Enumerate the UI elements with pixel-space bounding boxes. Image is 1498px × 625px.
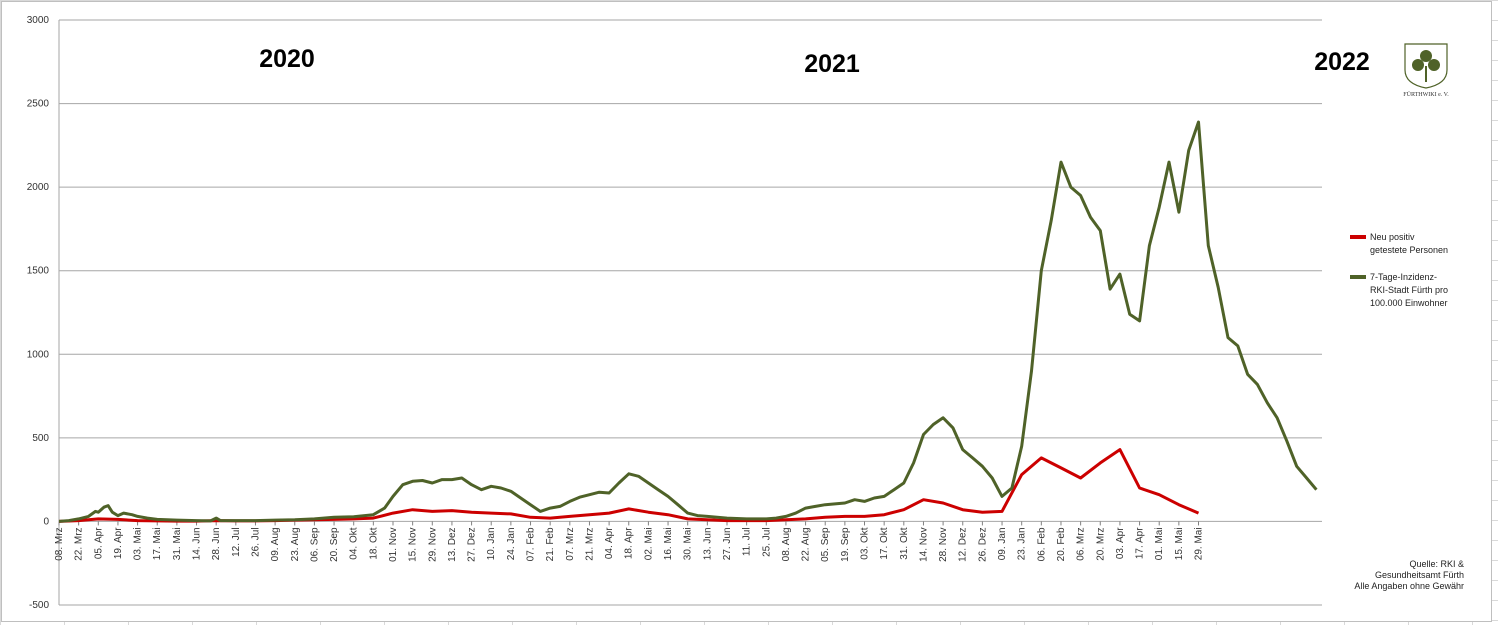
year-label-2022: 2022 [1314, 48, 1370, 76]
x-tick-label: 06. Mrz [1076, 527, 1087, 560]
x-tick-label: 03. Apr [1115, 527, 1126, 559]
x-tick-label: 26. Jul [250, 527, 261, 556]
legend-label: RKI-Stadt Fürth pro [1370, 285, 1448, 295]
source-line: Alle Angaben ohne Gewähr [1354, 581, 1464, 591]
x-tick-label: 30. Mai [683, 527, 694, 560]
x-tick-label: 08. Aug [781, 527, 792, 561]
source-line: Quelle: RKI & [1409, 559, 1464, 569]
x-axis: 08. Mrz 22. Mrz 05. Apr 19. Apr 03. Mai 17. M… [54, 521, 1205, 562]
fuerthwiki-logo: FÜRTHWIKI e. V. [1403, 43, 1449, 98]
x-tick-label: 20. Sep [329, 527, 340, 562]
x-tick-label: 14. Nov [918, 527, 929, 561]
series-line-1 [58, 120, 1318, 523]
x-tick-label: 13. Jun [702, 527, 713, 560]
x-tick-label: 03. Mai [133, 527, 144, 560]
x-tick-label: 27. Jun [722, 527, 733, 560]
x-tick-label: 07. Feb [526, 527, 537, 561]
legend-label: 100.000 Einwohner [1370, 298, 1448, 308]
x-tick-label: 06. Feb [1036, 527, 1047, 561]
x-tick-label: 15. Mai [1174, 527, 1185, 560]
x-tick-label: 29. Mai [1194, 527, 1205, 560]
series-line-0 [58, 448, 1200, 523]
x-tick-label: 20. Feb [1056, 527, 1067, 561]
source-line: Gesundheitsamt Fürth [1375, 570, 1464, 580]
x-tick-label: 23. Aug [290, 527, 301, 561]
x-tick-label: 18. Okt [368, 527, 379, 559]
x-tick-label: 23. Jan [1017, 527, 1028, 560]
x-tick-label: 17. Okt [879, 527, 890, 559]
y-tick-label: 2500 [27, 99, 50, 110]
legend-label: getestete Personen [1370, 245, 1448, 255]
x-tick-label: 02. Mai [643, 527, 654, 560]
legend-label: Neu positiv [1370, 232, 1415, 242]
x-tick-label: 22. Mrz [74, 527, 85, 560]
x-tick-label: 12. Jul [231, 527, 242, 556]
x-tick-label: 21. Mrz [584, 527, 595, 560]
y-tick-label: 1500 [27, 266, 50, 277]
x-tick-label: 08. Mrz [54, 527, 65, 560]
x-tick-label: 26. Dez [977, 527, 988, 561]
cloverleaf-icon [1412, 50, 1440, 82]
logo-caption: FÜRTHWIKI e. V. [1403, 91, 1449, 98]
y-tick-label: 1000 [27, 349, 50, 360]
x-tick-label: 03. Okt [860, 527, 871, 559]
x-tick-label: 05. Apr [93, 527, 104, 559]
x-tick-label: 24. Jan [506, 527, 517, 560]
x-tick-label: 05. Sep [820, 527, 831, 562]
x-tick-label: 29. Nov [427, 527, 438, 561]
y-tick-label: 500 [32, 433, 49, 444]
x-tick-label: 31. Okt [899, 527, 910, 559]
x-tick-label: 01. Nov [388, 527, 399, 561]
legend-label: 7-Tage-Inzidenz- [1370, 272, 1437, 282]
x-tick-label: 10. Jan [486, 527, 497, 560]
y-axis: -500 0 500 1000 1500 2000 2500 3000 [27, 15, 50, 611]
grid-lines [58, 19, 1322, 606]
x-tick-label: 28. Nov [938, 527, 949, 561]
x-tick-label: 16. Mai [663, 527, 674, 560]
legend: Neu positiv getestete Personen 7-Tage-Inzi… [1350, 232, 1448, 308]
y-tick-label: 3000 [27, 15, 50, 26]
x-tick-label: 20. Mrz [1095, 527, 1106, 560]
x-tick-label: 11. Jul [742, 527, 753, 556]
x-tick-label: 14. Jun [192, 527, 203, 560]
x-tick-label: 22. Aug [801, 527, 812, 561]
x-tick-label: 04. Okt [349, 527, 360, 559]
x-tick-label: 31. Mai [172, 527, 183, 560]
year-label-2020: 2020 [259, 45, 315, 73]
x-tick-label: 18. Apr [624, 527, 635, 559]
x-tick-label: 17. Apr [1135, 527, 1146, 559]
x-tick-label: 09. Aug [270, 527, 281, 561]
x-tick-label: 25. Jul [761, 527, 772, 556]
series-lines [58, 120, 1318, 523]
y-tick-label: 0 [43, 516, 49, 527]
x-tick-label: 28. Jun [211, 527, 222, 560]
x-tick-label: 15. Nov [408, 527, 419, 561]
x-tick-label: 19. Sep [840, 527, 851, 562]
x-tick-label: 06. Sep [309, 527, 320, 562]
y-tick-label: 2000 [27, 182, 50, 193]
x-tick-label: 01. Mai [1154, 527, 1165, 560]
y-tick-label: -500 [29, 600, 49, 611]
x-tick-label: 07. Mrz [565, 527, 576, 560]
year-label-2021: 2021 [804, 50, 860, 78]
x-tick-label: 13. Dez [447, 527, 458, 561]
x-tick-label: 17. Mai [152, 527, 163, 560]
x-tick-label: 12. Dez [958, 527, 969, 561]
x-tick-label: 21. Feb [545, 527, 556, 561]
x-tick-label: 04. Apr [604, 527, 615, 559]
x-tick-label: 27. Dez [467, 527, 478, 561]
x-tick-label: 19. Apr [113, 527, 124, 559]
x-tick-label: 09. Jan [997, 527, 1008, 560]
